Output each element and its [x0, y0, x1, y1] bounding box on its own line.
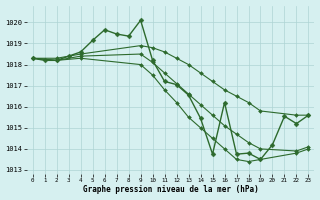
- X-axis label: Graphe pression niveau de la mer (hPa): Graphe pression niveau de la mer (hPa): [83, 185, 259, 194]
